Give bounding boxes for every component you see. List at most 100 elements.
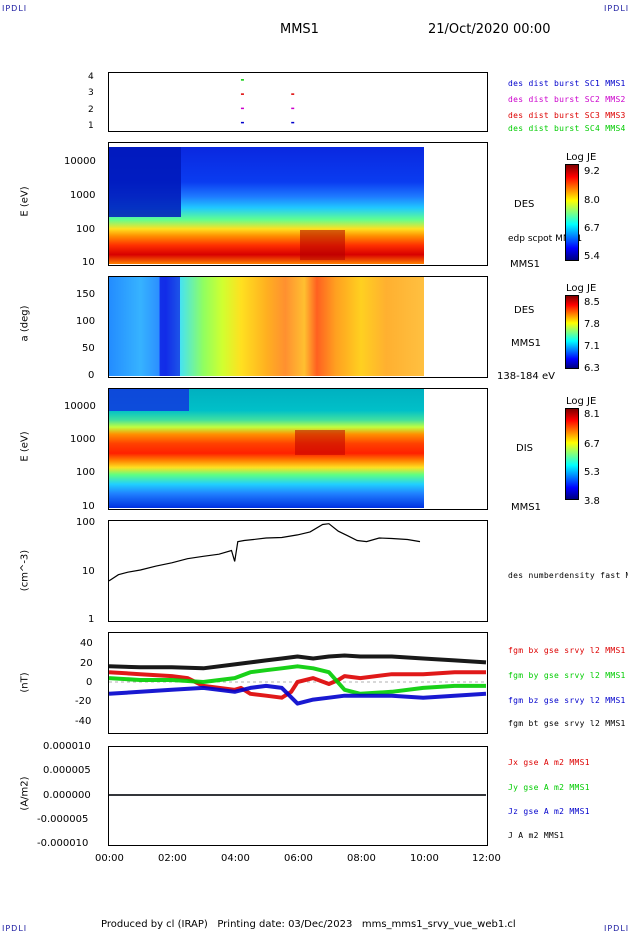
time-tick-6: 12:00 <box>472 853 501 864</box>
burst-plot <box>240 79 295 124</box>
fgm-legend-by: fgm by gse srvy l2 MMS1 <box>508 671 626 680</box>
des-energy-hot-spot <box>300 230 345 260</box>
corner-label-bottom-right: IPDLI <box>604 924 630 933</box>
des-energy-ytick-10: 10 <box>82 257 95 268</box>
cb2-tick-3: 6.3 <box>584 363 600 374</box>
fgm-ytick-minus20: -20 <box>75 696 92 707</box>
corner-label-top-left: IPDLI <box>2 4 28 13</box>
density-ylabel: (cm^-3) <box>19 549 31 592</box>
density-panel <box>108 520 488 622</box>
corner-label-top-right: IPDLI <box>604 4 630 13</box>
des-pitch-ytick-50: 50 <box>82 343 95 354</box>
legend-sc1: des dist burst SC1 MMS1 <box>508 79 626 88</box>
time-tick-1: 02:00 <box>158 853 187 864</box>
cb3-tick-3: 3.8 <box>584 496 600 507</box>
des-pitch-ylabel: a (deg) <box>19 305 31 342</box>
current-ylabel: (A/m2) <box>19 776 31 811</box>
current-ytick-4: -0.000010 <box>37 838 89 849</box>
fgm-series-line <box>108 670 486 700</box>
cb2-tick-0: 8.5 <box>584 297 600 308</box>
current-legend-jz: Jz gse A m2 MMS1 <box>508 807 590 816</box>
des-pitch-ytick-0: 0 <box>88 370 95 381</box>
dis-energy-hot-spot <box>295 430 345 455</box>
dis-energy-ytick-10000: 10000 <box>64 401 96 412</box>
burst-panel <box>108 72 488 132</box>
current-ytick-0: 0.000010 <box>43 741 91 752</box>
burst-ytick-1: 1 <box>88 121 94 131</box>
des-pitch-ytick-150: 150 <box>76 289 96 300</box>
des-energy-ytick-100: 100 <box>76 224 96 235</box>
density-legend: des numberdensity fast MMS1 <box>508 571 628 580</box>
dis-energy-ytick-1000: 1000 <box>70 434 96 445</box>
cb2-tick-2: 7.1 <box>584 341 600 352</box>
fgm-legend-bx: fgm bx gse srvy l2 MMS1 <box>508 646 626 655</box>
burst-mark <box>240 79 244 81</box>
legend-sc4: des dist burst SC4 MMS4 <box>508 124 626 133</box>
des-energy-ytick-1000: 1000 <box>70 190 96 201</box>
time-tick-2: 04:00 <box>221 853 250 864</box>
fgm-plot <box>108 653 487 706</box>
cb3-tick-2: 5.3 <box>584 467 600 478</box>
cb2-bar <box>565 295 579 369</box>
fgm-legend-bt: fgm bt gse srvy l2 MMS1 <box>508 719 626 728</box>
burst-mark <box>240 93 244 95</box>
cb1-tick-1: 8.0 <box>584 195 600 206</box>
cb1-tick-3: 5.4 <box>584 251 600 262</box>
cb1-tick-0: 9.2 <box>584 166 600 177</box>
fgm-legend-bz: fgm bz gse srvy l2 MMS1 <box>508 696 626 705</box>
footer-text: Produced by cl (IRAP) Printing date: 03/… <box>101 919 516 930</box>
fgm-ytick-minus40: -40 <box>75 716 92 727</box>
density-plot <box>108 523 421 582</box>
des-pitch-instrument: DES <box>514 305 535 316</box>
current-legend-j: J A m2 MMS1 <box>508 831 565 840</box>
legend-sc2: des dist burst SC2 MMS2 <box>508 95 626 104</box>
des-pitch-green-region <box>109 277 159 376</box>
fgm-series-line <box>108 653 487 671</box>
des-energy-instrument: DES <box>514 199 535 210</box>
fgm-ytick-40: 40 <box>80 638 93 649</box>
dis-energy-instrument: DIS <box>516 443 533 454</box>
burst-ytick-2: 2 <box>88 105 94 115</box>
fgm-series-line <box>108 664 486 696</box>
burst-mark <box>291 107 295 110</box>
dis-energy-sc: MMS1 <box>511 502 541 513</box>
current-panel <box>108 746 488 846</box>
current-ytick-1: 0.000005 <box>43 765 91 776</box>
cb1-bar <box>565 164 579 261</box>
burst-mark <box>240 121 244 124</box>
fgm-ytick-0: 0 <box>86 677 93 688</box>
burst-ytick-3: 3 <box>88 88 94 98</box>
burst-mark <box>240 107 244 110</box>
cb2-tick-1: 7.8 <box>584 319 600 330</box>
des-pitch-ytick-100: 100 <box>76 316 96 327</box>
dis-energy-blue-top <box>109 389 189 411</box>
des-pitch-sc: MMS1 <box>511 338 541 349</box>
cb3-title: Log JE <box>566 396 597 407</box>
fgm-ytick-20: 20 <box>80 658 93 669</box>
density-series-line <box>108 523 421 582</box>
density-ytick-10: 10 <box>82 566 95 577</box>
cb3-bar <box>565 408 579 500</box>
des-energy-sc: MMS1 <box>510 259 540 270</box>
density-ytick-100: 100 <box>76 517 96 528</box>
cb1-tick-2: 6.7 <box>584 223 600 234</box>
burst-ytick-4: 4 <box>88 72 94 82</box>
burst-mark <box>291 93 295 95</box>
dis-energy-ylabel: E (eV) <box>19 431 31 462</box>
des-energy-ylabel: E (eV) <box>19 186 31 217</box>
time-tick-4: 08:00 <box>347 853 376 864</box>
des-energy-overlay-label: edp scpot MMS1 <box>508 234 583 244</box>
cb3-tick-1: 6.7 <box>584 439 600 450</box>
spacecraft-title: MMS1 <box>280 22 319 37</box>
fgm-series-line <box>108 683 487 706</box>
cb3-tick-0: 8.1 <box>584 409 600 420</box>
des-energy-ytick-10000: 10000 <box>64 156 96 167</box>
cb2-title: Log JE <box>566 283 597 294</box>
des-pitch-blue-streak <box>160 277 180 376</box>
burst-mark <box>291 121 295 124</box>
time-tick-5: 10:00 <box>410 853 439 864</box>
legend-sc3: des dist burst SC3 MMS3 <box>508 111 626 120</box>
current-legend-jy: Jy gse A m2 MMS1 <box>508 783 590 792</box>
current-plot <box>109 794 486 796</box>
des-pitch-energy-range: 138-184 eV <box>497 371 555 382</box>
